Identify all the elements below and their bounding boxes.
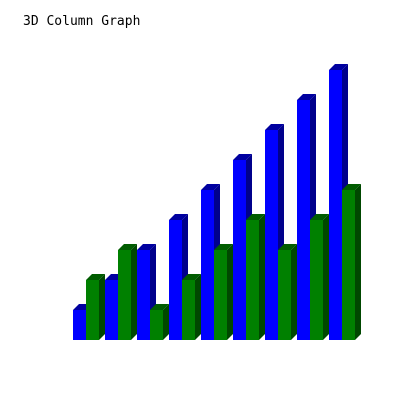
bar-front xyxy=(297,100,310,340)
bar-side xyxy=(195,274,201,340)
bar-front xyxy=(265,130,278,340)
bar-top xyxy=(265,124,284,130)
bar-side xyxy=(291,244,297,340)
bar-group xyxy=(73,64,361,340)
bar-front xyxy=(201,190,214,340)
bar-top xyxy=(329,64,348,70)
bar-top xyxy=(137,244,156,250)
bar-front xyxy=(73,310,86,340)
bar-front xyxy=(150,310,163,340)
bar-series2-5 xyxy=(214,244,233,340)
bar-side xyxy=(163,304,169,340)
bar-front xyxy=(310,220,323,340)
bar-side xyxy=(131,244,137,340)
bar-top xyxy=(182,274,201,280)
bar-front xyxy=(182,280,195,340)
bar-front xyxy=(105,280,118,340)
bar-top xyxy=(278,244,297,250)
bar-front xyxy=(137,250,150,340)
bar-side xyxy=(227,244,233,340)
bar-front xyxy=(86,280,99,340)
bar-front xyxy=(329,70,342,340)
bar-front xyxy=(169,220,182,340)
bar-top xyxy=(246,214,265,220)
bar-series2-1 xyxy=(86,274,105,340)
bar-top xyxy=(150,304,169,310)
chart-title: 3D Column Graph xyxy=(23,14,141,29)
bar-series2-2 xyxy=(118,244,137,340)
bar-top xyxy=(118,244,137,250)
bar-series2-4 xyxy=(182,274,201,340)
bar-top xyxy=(297,94,316,100)
bar-side xyxy=(323,214,329,340)
bar-front xyxy=(118,250,131,340)
bar-top xyxy=(342,184,361,190)
bar-side xyxy=(99,274,105,340)
bar-side xyxy=(355,184,361,340)
bar-top xyxy=(310,214,329,220)
bar-top xyxy=(201,184,220,190)
bar-series2-9 xyxy=(342,184,361,340)
bar-top xyxy=(169,214,188,220)
bar-front xyxy=(278,250,291,340)
bar-front xyxy=(214,250,227,340)
bar-front xyxy=(233,160,246,340)
bar-series2-8 xyxy=(310,214,329,340)
bar-side xyxy=(259,214,265,340)
bar-series2-3 xyxy=(150,304,169,340)
bar-series2-6 xyxy=(246,214,265,340)
bar-series2-7 xyxy=(278,244,297,340)
bar-top xyxy=(233,154,252,160)
bar-top xyxy=(214,244,233,250)
bar-top xyxy=(86,274,105,280)
bar-front xyxy=(342,190,355,340)
bar-front xyxy=(246,220,259,340)
